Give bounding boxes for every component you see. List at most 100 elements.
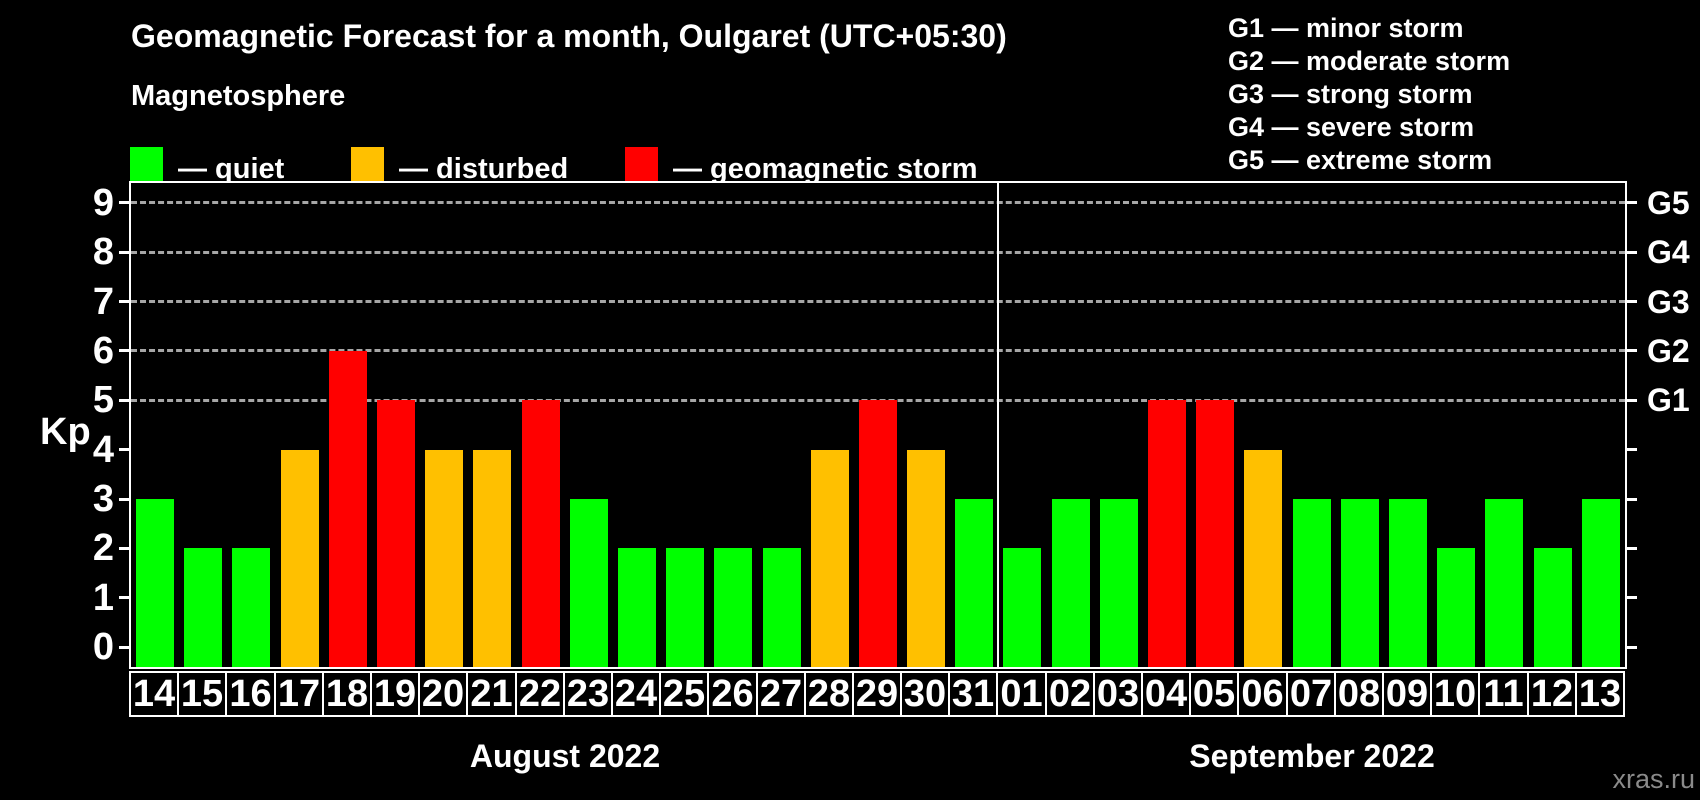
y-axis-tick-right [1627, 398, 1637, 402]
kp-bar [1437, 548, 1476, 667]
g-scale-label: G3 [1647, 283, 1690, 320]
y-axis-tick [119, 398, 129, 402]
date-cell: 08 [1334, 671, 1384, 717]
y-axis-label: 2 [92, 527, 114, 570]
date-cell: 21 [466, 671, 517, 717]
kp-bar [521, 400, 560, 667]
kp-bar [328, 350, 367, 667]
date-cell: 07 [1286, 671, 1336, 717]
g-scale-label: G4 [1647, 234, 1690, 271]
date-cell: 27 [756, 671, 806, 717]
y-axis-tick-right [1627, 546, 1637, 550]
storm-scale-g3: G3 — strong storm [1228, 79, 1473, 109]
kp-bar [1292, 499, 1331, 667]
date-cell: 26 [707, 671, 758, 717]
g-scale-label: G5 [1647, 184, 1690, 221]
kp-bar [1003, 548, 1042, 667]
y-axis-tick-right [1627, 448, 1637, 452]
date-cell: 12 [1527, 671, 1577, 717]
kp-bar [955, 499, 994, 667]
g-scale-label: G1 [1647, 382, 1690, 419]
kp-bar [1148, 400, 1187, 667]
gridline [131, 201, 1625, 205]
date-cell: 02 [1045, 671, 1095, 717]
kp-bar [136, 499, 174, 667]
date-cell: 10 [1430, 671, 1480, 717]
storm-scale-legend: G1 — minor storm G2 — moderate storm G3 … [1228, 12, 1510, 177]
date-cell: 25 [659, 671, 709, 717]
date-cell: 09 [1382, 671, 1432, 717]
legend-item-disturbed: — disturbed [351, 147, 568, 192]
kp-bar [1051, 499, 1090, 667]
kp-bar [714, 548, 753, 667]
kp-bar [907, 449, 946, 667]
plot-area [129, 181, 1627, 669]
kp-bar [858, 400, 897, 667]
kp-bar [1485, 499, 1524, 667]
kp-bar [376, 400, 415, 667]
gridline [131, 250, 1625, 254]
y-axis-tick [119, 448, 129, 452]
legend-item-quiet: — quiet [130, 147, 284, 192]
y-axis-tick-right [1627, 645, 1637, 649]
date-cell: 19 [370, 671, 420, 717]
kp-bar [1581, 499, 1620, 667]
y-axis-label: 4 [92, 428, 114, 471]
g-scale-label: G2 [1647, 332, 1690, 369]
y-axis-tick [119, 201, 129, 205]
y-axis-tick-right [1627, 596, 1637, 600]
date-cell: 03 [1093, 671, 1143, 717]
kp-bar [425, 449, 464, 667]
storm-scale-g5: G5 — extreme storm [1228, 145, 1493, 175]
kp-bar [473, 449, 512, 667]
y-axis-tick [119, 546, 129, 550]
y-axis-tick [119, 497, 129, 501]
storm-scale-g4: G4 — severe storm [1228, 112, 1475, 142]
date-cell: 20 [418, 671, 468, 717]
y-axis-tick [119, 250, 129, 254]
y-axis-tick-right [1627, 349, 1637, 353]
date-cell: 04 [1141, 671, 1191, 717]
kp-bar [569, 499, 608, 667]
date-cell: 06 [1237, 671, 1288, 717]
kp-bar [1099, 499, 1138, 667]
gridline [131, 300, 1625, 304]
y-axis-tick [119, 645, 129, 649]
y-axis-tick-right [1627, 201, 1637, 205]
y-axis-tick [119, 300, 129, 304]
date-cell: 24 [611, 671, 661, 717]
y-axis-label: 0 [92, 626, 114, 669]
watermark: xras.ru [1612, 764, 1695, 794]
y-axis-tick [119, 596, 129, 600]
kp-bar [232, 548, 271, 667]
kp-bar [280, 449, 319, 667]
month-divider [997, 183, 1000, 667]
date-cell: 30 [900, 671, 950, 717]
date-cell: 11 [1478, 671, 1529, 717]
kp-bar [1533, 548, 1572, 667]
date-cell: 01 [996, 671, 1047, 717]
gridline [131, 398, 1625, 402]
date-cell: 18 [322, 671, 372, 717]
date-cell: 14 [129, 671, 179, 717]
kp-bar [1389, 499, 1428, 667]
y-axis-label: 8 [92, 231, 114, 274]
y-axis-label: 1 [92, 576, 114, 619]
y-axis-label: 7 [92, 280, 114, 323]
kp-bar [1196, 400, 1235, 667]
date-cell: 05 [1189, 671, 1239, 717]
kp-bar [1340, 499, 1379, 667]
date-cell: 17 [274, 671, 324, 717]
date-cell: 13 [1575, 671, 1625, 717]
date-cell: 28 [804, 671, 854, 717]
date-cell: 23 [563, 671, 613, 717]
legend-label-disturbed: — disturbed [399, 153, 569, 185]
y-axis-label: 9 [92, 181, 114, 224]
storm-scale-g2: G2 — moderate storm [1228, 46, 1511, 76]
y-axis-tick-right [1627, 497, 1637, 501]
y-axis-title: Kp [40, 411, 91, 453]
date-cell: 16 [225, 671, 276, 717]
date-cell: 29 [852, 671, 902, 717]
chart-subtitle: Magnetosphere [131, 80, 346, 112]
